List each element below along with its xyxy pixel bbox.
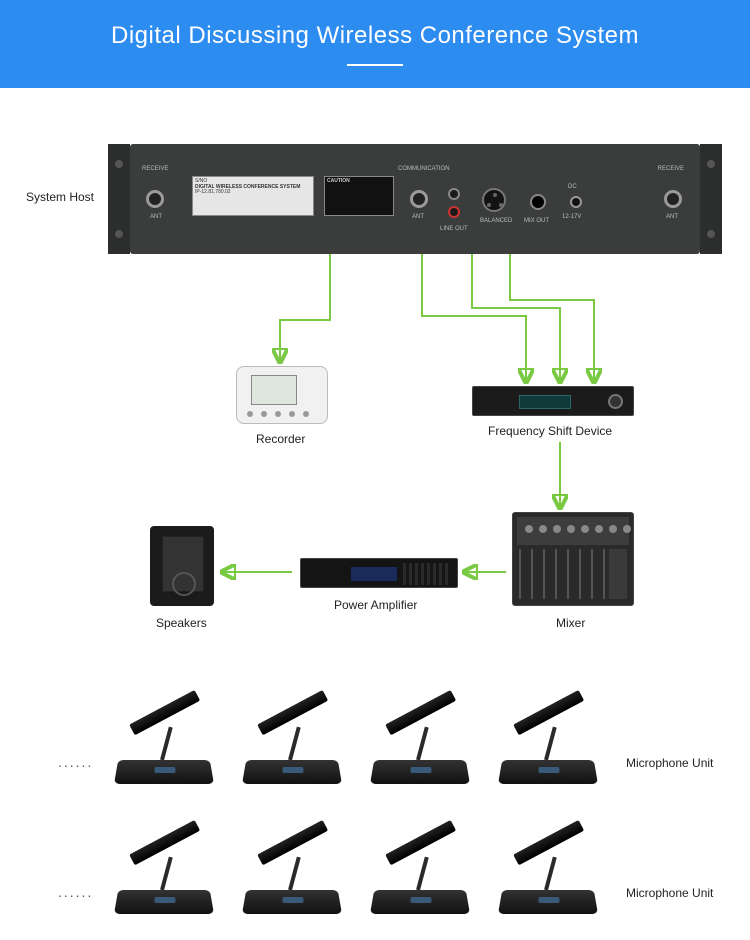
jack-mixout: [530, 194, 546, 210]
mixer-device: [512, 512, 634, 606]
microphone-unit: [492, 694, 607, 784]
arrow-host-to-fsd1: [422, 254, 526, 380]
bnc-comm: [410, 190, 428, 208]
title-underline: [347, 64, 403, 66]
host-comm-text: COMMUNICATION: [398, 166, 450, 172]
label-mixer: Mixer: [556, 616, 585, 630]
host-receive-right-text: RECEIVE: [658, 166, 684, 172]
rack-ear-right: [700, 144, 722, 254]
host-balanced-text: BALANCED: [480, 218, 512, 224]
host-model-text: IP-12.81.780.02: [195, 189, 231, 195]
host-lineout-text: LINE OUT: [440, 226, 468, 232]
microphone-unit: [236, 694, 351, 784]
host-ant-left-text: ANT: [150, 214, 162, 220]
label-speakers: Speakers: [156, 616, 207, 630]
arrow-host-to-fsd3: [510, 254, 594, 380]
microphone-unit: [236, 824, 351, 914]
frequency-shift-device: [472, 386, 634, 416]
fsd-screen: [519, 395, 571, 409]
host-mixout-text: MIX OUT: [524, 218, 549, 224]
microphone-unit: [364, 824, 479, 914]
fsd-knob: [608, 394, 623, 409]
speaker-device: [150, 526, 214, 606]
recorder-lcd: [251, 375, 297, 405]
mixer-master: [609, 549, 627, 599]
label-mic-unit-2: Microphone Unit: [626, 886, 713, 900]
xlr-balanced: [482, 188, 506, 212]
ellipsis-dots-row2: ......: [58, 884, 93, 900]
bnc-ant-left: [146, 190, 164, 208]
label-system-host: System Host: [26, 190, 94, 204]
bnc-ant-right: [664, 190, 682, 208]
dc-power-jack: [570, 196, 582, 208]
mixer-channel-strips: [519, 549, 605, 599]
rack-ear-left: [108, 144, 130, 254]
diagram-canvas: System Host RECEIVE ANT S/NO DIGITAL WIR…: [0, 88, 750, 940]
host-caution-sticker: CAUTION: [324, 176, 394, 216]
rca-red: [448, 206, 460, 218]
host-ant-right-text: ANT: [666, 214, 678, 220]
microphone-unit: [108, 694, 223, 784]
amp-vents: [403, 563, 451, 585]
host-ant-comm-text: ANT: [412, 214, 424, 220]
host-caution-text: CAUTION: [327, 178, 350, 184]
recorder-buttons: [247, 411, 309, 417]
label-mic-unit-1: Microphone Unit: [626, 756, 713, 770]
host-product-sticker: S/NO DIGITAL WIRELESS CONFERENCE SYSTEM …: [192, 176, 314, 216]
arrow-host-to-recorder: [280, 254, 330, 360]
host-volt-text: 12-17V: [562, 214, 581, 220]
title-banner: Digital Discussing Wireless Conference S…: [0, 0, 750, 88]
rca-white: [448, 188, 460, 200]
microphone-unit: [108, 824, 223, 914]
label-freq-shift: Frequency Shift Device: [488, 424, 612, 438]
mixer-knobs: [525, 525, 631, 533]
label-recorder: Recorder: [256, 432, 305, 446]
ellipsis-dots-row1: ......: [58, 754, 93, 770]
page-title: Digital Discussing Wireless Conference S…: [111, 22, 639, 50]
microphone-unit: [364, 694, 479, 784]
mixer-top: [517, 517, 629, 545]
label-power-amp: Power Amplifier: [334, 598, 417, 612]
power-amplifier-device: [300, 558, 458, 588]
microphone-unit: [492, 824, 607, 914]
arrow-host-to-fsd2: [472, 254, 560, 380]
system-host-device: RECEIVE ANT S/NO DIGITAL WIRELESS CONFER…: [130, 144, 700, 254]
host-receive-left-text: RECEIVE: [142, 166, 168, 172]
host-dc-text: DC: [568, 184, 577, 190]
recorder-device: [236, 366, 328, 424]
amp-display: [351, 567, 397, 581]
